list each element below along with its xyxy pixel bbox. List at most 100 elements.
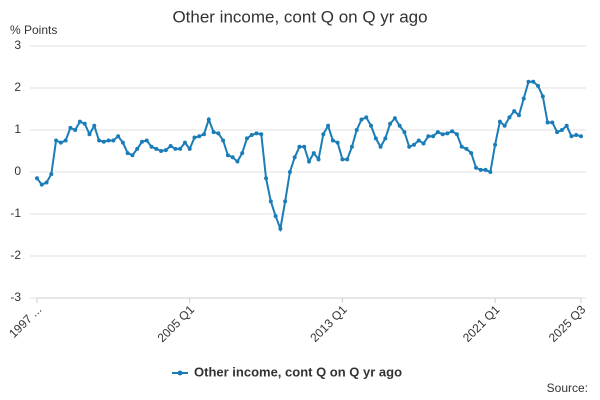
- data-point: [512, 109, 517, 114]
- data-point: [120, 140, 125, 145]
- data-point: [182, 140, 187, 145]
- data-point: [469, 151, 474, 156]
- data-point: [106, 138, 111, 143]
- data-point: [540, 94, 545, 99]
- data-point: [44, 180, 49, 185]
- data-point: [39, 182, 44, 187]
- data-point: [349, 144, 354, 149]
- data-point: [526, 79, 531, 84]
- data-point: [445, 131, 450, 136]
- data-point: [92, 123, 97, 128]
- data-point: [264, 176, 269, 181]
- legend-label: Other income, cont Q on Q yr ago: [194, 364, 402, 379]
- data-point: [378, 144, 383, 149]
- y-tick-label: 1: [14, 122, 21, 136]
- series-line: [36, 80, 582, 233]
- data-point: [316, 157, 321, 162]
- data-point: [77, 119, 82, 124]
- data-point: [402, 130, 407, 135]
- data-point: [369, 123, 374, 128]
- data-point: [569, 134, 574, 139]
- chart-title: Other income, cont Q on Q yr ago: [172, 7, 427, 26]
- data-point: [307, 159, 311, 164]
- data-point: [244, 136, 249, 141]
- x-tick-label: 2021 Q1: [460, 302, 503, 345]
- data-point: [488, 170, 493, 174]
- data-point: [249, 133, 254, 138]
- data-point: [579, 134, 583, 139]
- data-point: [163, 148, 168, 153]
- data-point: [516, 113, 521, 118]
- data-point: [407, 144, 412, 149]
- data-point: [225, 153, 230, 158]
- data-point: [216, 131, 221, 136]
- data-point: [421, 141, 426, 146]
- data-point: [273, 214, 278, 219]
- y-tick-label: 2: [14, 80, 21, 94]
- data-point: [63, 138, 68, 143]
- x-tick-label: 1997 ...: [6, 302, 44, 340]
- data-point: [354, 128, 359, 132]
- data-point: [559, 128, 564, 132]
- data-point: [531, 79, 536, 84]
- data-point: [259, 132, 264, 137]
- data-point: [173, 146, 178, 151]
- data-point: [383, 136, 388, 141]
- y-axis-label: % Points: [10, 23, 57, 37]
- data-point: [431, 134, 436, 139]
- data-point: [111, 138, 116, 143]
- data-point: [397, 123, 402, 128]
- data-point: [536, 83, 541, 88]
- x-tick-label: 2005 Q1: [155, 302, 198, 345]
- data-point: [292, 155, 297, 160]
- data-point: [149, 144, 154, 149]
- data-point: [416, 138, 421, 143]
- data-point: [340, 157, 345, 162]
- y-tick-label: 0: [14, 164, 21, 178]
- data-point: [335, 140, 340, 145]
- data-point: [483, 167, 488, 172]
- data-point: [474, 165, 479, 170]
- data-point: [330, 138, 335, 143]
- data-point: [97, 138, 102, 143]
- data-point: [49, 172, 54, 177]
- data-point: [345, 157, 350, 162]
- source: Source:: [547, 381, 588, 395]
- data-point: [454, 132, 459, 137]
- y-tick-label: -2: [10, 248, 21, 262]
- data-point: [287, 170, 292, 174]
- data-point: [545, 120, 550, 125]
- y-tick-label: -3: [10, 290, 21, 304]
- x-tick-label: 2025 Q3: [546, 302, 589, 345]
- data-point: [135, 146, 140, 151]
- data-point: [497, 119, 502, 124]
- data-point: [73, 128, 78, 132]
- data-point: [235, 159, 240, 164]
- data-point: [211, 130, 216, 135]
- data-point: [392, 116, 397, 121]
- data-point: [168, 143, 173, 148]
- data-point: [373, 136, 378, 141]
- data-point: [388, 121, 393, 126]
- data-point: [297, 144, 302, 149]
- data-point: [221, 138, 226, 143]
- data-point: [411, 142, 416, 147]
- data-point: [464, 146, 469, 151]
- data-point: [450, 129, 455, 134]
- data-point: [154, 146, 159, 151]
- data-point: [230, 155, 235, 160]
- data-point: [302, 144, 307, 149]
- x-tick-label: 2013 Q1: [307, 302, 350, 345]
- data-point: [54, 138, 59, 143]
- data-point: [555, 130, 560, 135]
- data-point: [521, 96, 526, 101]
- data-point: [359, 117, 364, 122]
- data-point: [283, 199, 288, 204]
- data-point: [139, 139, 144, 144]
- data-point: [321, 132, 326, 137]
- data-point: [159, 149, 164, 153]
- data-point: [144, 138, 149, 143]
- legend-marker: [177, 370, 183, 376]
- data-point: [35, 176, 39, 181]
